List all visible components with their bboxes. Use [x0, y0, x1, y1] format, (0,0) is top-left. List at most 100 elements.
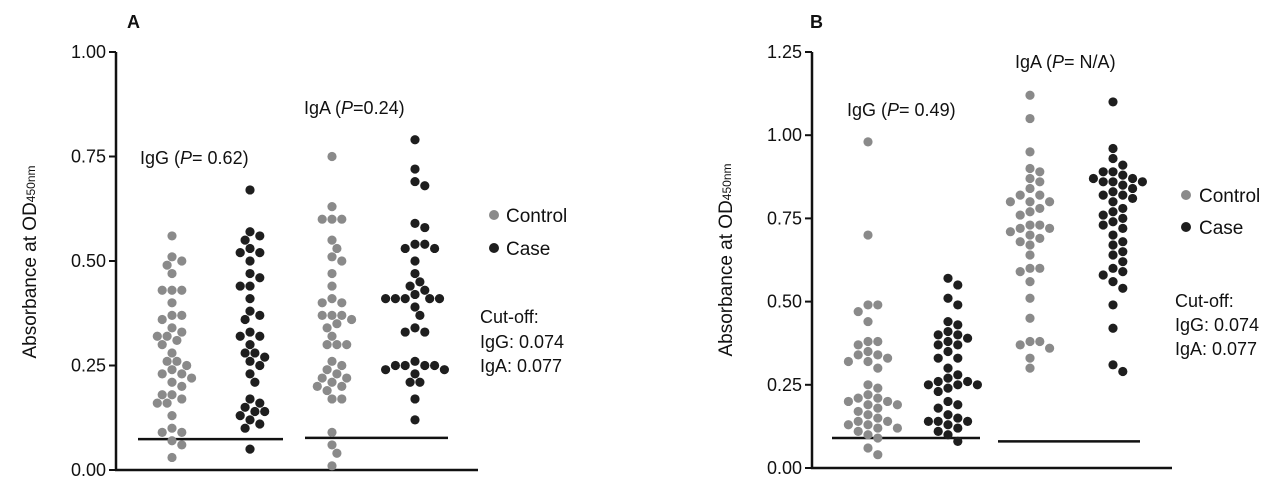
data-point-case	[953, 353, 963, 363]
data-point-control	[1025, 163, 1035, 174]
data-point-control	[327, 310, 337, 320]
y-tick-label: 0.00	[767, 458, 802, 478]
data-point-case	[240, 348, 250, 358]
data-point-case	[255, 398, 265, 408]
data-point-control	[332, 448, 342, 458]
data-point-control	[873, 450, 883, 460]
data-point-case	[933, 340, 943, 350]
data-point-case	[1108, 240, 1118, 250]
data-point-case	[923, 416, 934, 427]
data-point-case	[1098, 190, 1108, 200]
y-tick-label: 0.00	[71, 460, 106, 480]
data-point-case	[240, 423, 250, 433]
data-point-control	[327, 331, 337, 341]
data-point-case	[1118, 247, 1128, 257]
data-point-control	[1015, 267, 1025, 277]
data-point-case	[943, 373, 953, 383]
y-axis-label-b: Absorbance at OD450nm	[716, 163, 737, 356]
data-point-case	[953, 380, 963, 390]
data-point-case	[953, 436, 963, 446]
data-point-case	[245, 444, 255, 454]
data-point-control	[167, 231, 177, 241]
cutoff-igg: IgG: 0.074	[1175, 315, 1259, 335]
data-point-control	[1025, 147, 1035, 157]
y-tick-label: 0.50	[767, 292, 802, 312]
data-point-case	[933, 330, 943, 340]
y-tick-label: 0.25	[767, 375, 802, 395]
data-point-case	[933, 426, 943, 436]
data-point-control	[337, 298, 347, 308]
data-point-control	[312, 381, 322, 391]
data-point-case	[245, 281, 255, 291]
data-point-control	[327, 356, 337, 366]
data-point-case	[405, 281, 415, 291]
data-point-control	[152, 331, 162, 341]
legend-label-control: Control	[1199, 186, 1260, 207]
data-point-case	[245, 369, 255, 379]
data-point-case	[1098, 210, 1108, 220]
data-point-control	[863, 430, 873, 440]
data-point-control	[177, 369, 187, 379]
data-point-case	[439, 365, 449, 375]
data-point-case	[410, 302, 420, 312]
data-point-control	[337, 256, 347, 266]
cutoff-title: Cut-off:	[480, 307, 539, 327]
data-point-control	[853, 393, 863, 403]
data-point-control	[152, 398, 162, 408]
data-point-control	[327, 202, 337, 212]
data-point-control	[157, 369, 167, 379]
data-point-control	[337, 214, 347, 224]
data-point-control	[157, 427, 167, 437]
data-point-case	[245, 327, 255, 337]
data-point-control	[167, 423, 177, 433]
data-point-control	[327, 394, 337, 404]
data-point-control	[1035, 233, 1045, 243]
data-point-case	[953, 413, 963, 423]
data-point-control	[157, 285, 167, 295]
data-point-control	[167, 390, 177, 400]
y-axis-label-text: Absorbance at OD	[716, 200, 737, 356]
data-point-case	[972, 380, 983, 390]
data-point-case	[1118, 223, 1128, 233]
data-point-control	[1035, 167, 1045, 177]
data-point-case	[1108, 153, 1118, 164]
data-point-control	[177, 327, 187, 337]
dots-b	[832, 90, 1147, 460]
data-point-case	[410, 323, 420, 333]
data-point-case	[235, 248, 245, 258]
data-point-control	[892, 400, 903, 410]
data-point-control	[1025, 230, 1035, 240]
data-point-case	[381, 365, 391, 375]
data-point-control	[1035, 220, 1045, 230]
data-point-case	[255, 360, 265, 371]
data-point-case	[410, 164, 420, 174]
data-point-case	[1118, 267, 1128, 277]
data-point-case	[410, 289, 420, 300]
data-point-control	[863, 316, 873, 327]
data-point-control	[1025, 353, 1035, 363]
data-point-case	[1108, 230, 1118, 240]
data-point-case	[235, 331, 245, 341]
legend-marker-case	[1181, 222, 1191, 232]
data-point-control	[332, 369, 342, 379]
data-point-case	[1108, 187, 1118, 197]
data-point-case	[245, 356, 255, 366]
axes-b: 0.00 0.25 0.50 0.75 1.00 1.25	[767, 42, 1172, 478]
data-point-case	[405, 377, 415, 387]
data-point-case	[430, 360, 440, 371]
data-point-case	[260, 406, 270, 417]
data-point-control	[873, 393, 883, 403]
data-point-control	[843, 356, 854, 367]
data-point-case	[1118, 160, 1128, 170]
data-point-case	[1108, 143, 1118, 154]
data-point-control	[162, 356, 172, 366]
data-point-case	[1108, 197, 1118, 207]
panel-a: A Absorbance at OD450nm 0.00 0.25 0.50 0.75…	[20, 12, 567, 480]
data-point-case	[953, 340, 963, 350]
data-point-control	[853, 406, 863, 417]
data-point-control	[1025, 173, 1035, 184]
data-point-control	[177, 285, 187, 295]
data-point-control	[167, 348, 177, 358]
data-point-control	[167, 436, 177, 446]
data-point-case	[943, 363, 953, 373]
